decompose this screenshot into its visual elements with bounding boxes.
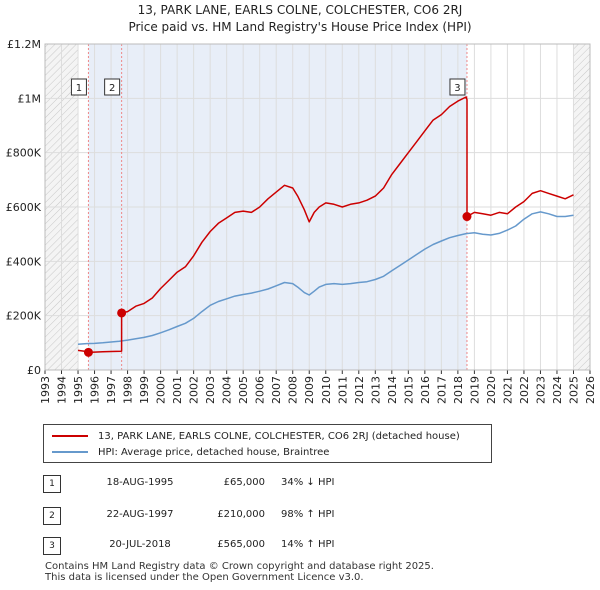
x-tick-label: 2008 [287,376,300,404]
transaction-hpi-diff: 34% ↓ HPI [281,477,335,488]
chart-legend: 13, PARK LANE, EARLS COLNE, COLCHESTER, … [43,424,492,463]
legend-item-property: 13, PARK LANE, EARLS COLNE, COLCHESTER, … [52,428,460,444]
license-line: This data is licensed under the Open Gov… [45,572,364,583]
legend-swatch-hpi [52,451,88,453]
x-tick-label: 1999 [138,376,151,404]
price-chart: 1993 1994 1995 1996 1997 1998 1999 2000 2001 2002… [6,38,597,404]
property-series-line [77,96,574,354]
x-tick-label: 2002 [188,376,201,404]
x-tick-label: 2005 [237,376,250,404]
sale-point-marker [462,212,472,222]
legend-label-property: 13, PARK LANE, EARLS COLNE, COLCHESTER, … [98,430,460,442]
x-tick-label: 2022 [518,376,531,404]
x-tick-label: 2015 [402,376,415,404]
x-tick-label: 2006 [254,376,267,404]
x-tick-label: 2016 [419,376,432,404]
transaction-hpi-diff: 14% ↑ HPI [281,539,335,550]
transaction-price: £565,000 [217,539,265,550]
sale-label-text: 2 [109,83,115,94]
x-tick-label: 2013 [369,376,382,404]
transaction-date: 20-JUL-2018 [109,539,171,550]
transaction-date: 18-AUG-1995 [106,477,174,488]
x-tick-label: 1996 [89,376,102,404]
attribution-footer: Contains HM Land Registry data © Crown c… [45,561,434,583]
sale-point-marker [83,347,93,357]
y-tick-label: £1M [18,92,42,105]
y-tick-label: £1.2M [7,38,41,51]
legend-swatch-property [52,435,88,437]
y-tick-label: £200K [6,310,42,323]
transaction-date: 22-AUG-1997 [106,509,174,520]
legend-item-hpi: HPI: Average price, detached house, Brai… [52,444,329,460]
transaction-number: 1 [43,475,61,493]
x-tick-label: 1995 [72,376,85,404]
y-tick-label: £400K [6,255,42,268]
x-tick-label: 2001 [171,376,184,404]
x-tick-label: 2017 [435,376,448,404]
x-tick-label: 2009 [303,376,316,404]
chart-title-line2: Price paid vs. HM Land Registry's House … [128,20,472,34]
x-tick-label: 2003 [204,376,217,404]
attribution-line: Contains HM Land Registry data © Crown c… [45,561,434,572]
x-tick-label: 2004 [221,376,234,404]
x-tick-label: 2025 [567,376,580,404]
x-tick-label: 2007 [270,376,283,404]
transaction-number: 2 [43,507,61,525]
x-tick-label: 2012 [353,376,366,404]
y-tick-label: £0 [27,364,41,377]
chart-title-line1: 13, PARK LANE, EARLS COLNE, COLCHESTER, … [137,3,463,17]
sale-label-text: 1 [76,83,82,94]
legend-label-hpi: HPI: Average price, detached house, Brai… [98,446,330,458]
x-tick-label: 2020 [485,376,498,404]
x-tick-label: 2014 [386,376,399,404]
x-tick-label: 2021 [501,376,514,404]
x-tick-label: 2011 [336,376,349,404]
x-tick-label: 1997 [105,376,118,404]
y-tick-label: £600K [6,201,42,214]
y-tick-label: £800K [6,147,42,160]
transaction-number: 3 [43,537,61,555]
plot-frame [44,43,591,371]
x-tick-label: 1993 [39,376,52,404]
hpi-series-line [77,211,574,345]
x-tick-label: 2019 [468,376,481,404]
transaction-price: £65,000 [223,477,265,488]
x-tick-label: 2018 [452,376,465,404]
sale-label-text: 3 [454,83,460,94]
x-tick-label: 2023 [534,376,547,404]
x-tick-label: 2010 [320,376,333,404]
x-tick-label: 2000 [155,376,168,404]
transaction-hpi-diff: 98% ↑ HPI [281,509,335,520]
sale-label-box [449,78,466,96]
transaction-price: £210,000 [217,509,265,520]
x-tick-label: 2024 [551,376,564,404]
x-tick-label: 1994 [56,376,69,404]
x-tick-label: 1998 [122,376,135,404]
x-tick-label: 2026 [584,376,597,404]
sale-point-marker [117,308,127,318]
sale-label-box [104,78,121,96]
sale-label-box [70,78,87,96]
